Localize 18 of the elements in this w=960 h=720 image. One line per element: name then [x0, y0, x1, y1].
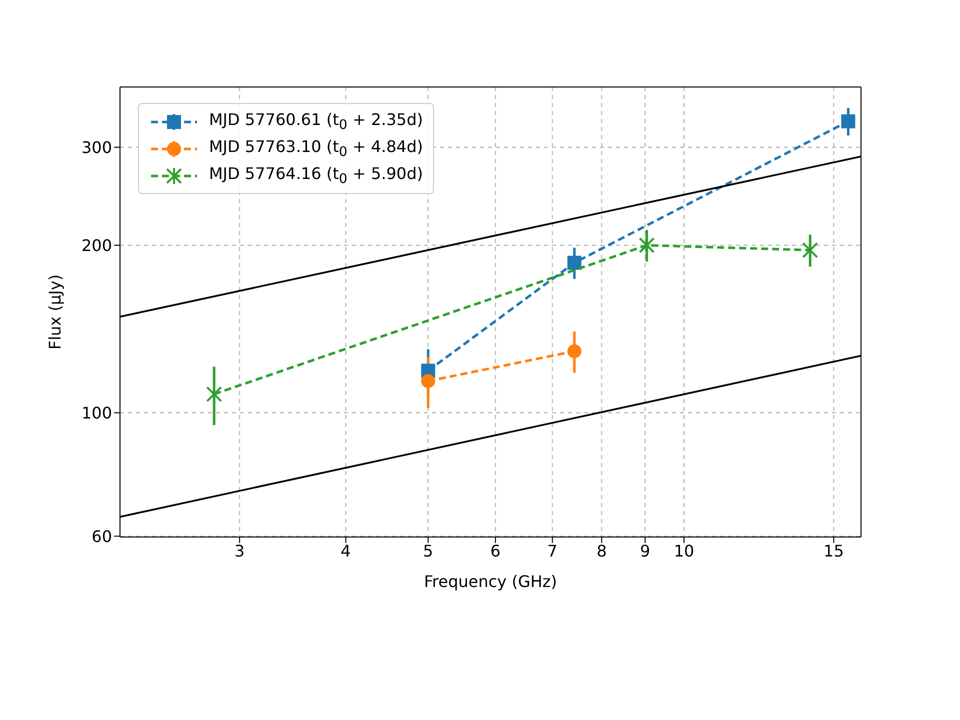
x-tick-label: 4 — [340, 541, 351, 560]
legend-label: MJD 57764.16 (t$_{0}$ + 5.90d) — [209, 164, 423, 188]
y-tick-label: 100 — [81, 403, 112, 422]
x-tick-label: 15 — [824, 541, 844, 560]
x-tick-label: 9 — [640, 541, 650, 560]
legend-label: MJD 57763.10 (t$_{0}$ + 4.84d) — [209, 136, 423, 160]
x-tick-label: 10 — [674, 541, 694, 560]
y-axis-title: Flux (μJy) — [46, 274, 65, 350]
x-tick-label: 3 — [234, 541, 245, 560]
y-tick-label: 60 — [92, 526, 112, 546]
x-tick-label: 8 — [596, 541, 607, 560]
y-tick-label: 200 — [81, 236, 112, 255]
x-axis-title: Frequency (GHz) — [424, 572, 558, 591]
legend-label: MJD 57760.61 (t$_{0}$ + 2.35d) — [209, 110, 423, 134]
x-tick-label: 7 — [547, 541, 558, 560]
y-tick-label: 300 — [81, 138, 112, 157]
x-tick-label: 6 — [490, 541, 501, 560]
x-tick-label: 5 — [423, 541, 434, 560]
